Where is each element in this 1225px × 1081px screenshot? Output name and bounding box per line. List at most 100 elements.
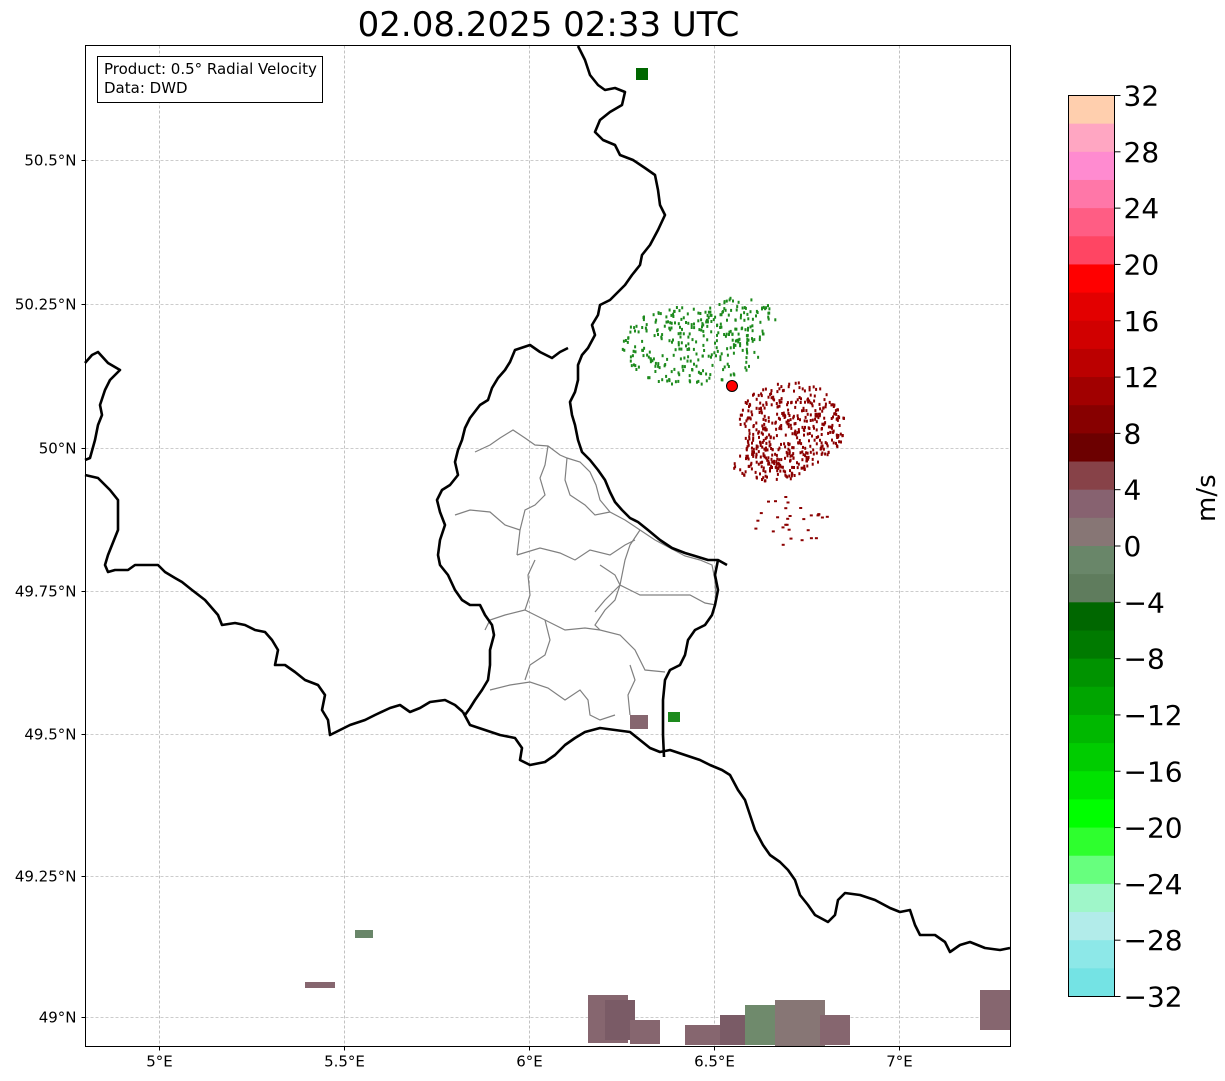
echo-pixel [815, 420, 818, 424]
echo-pixel [750, 467, 753, 471]
echo-pixel [759, 455, 762, 459]
echo-pixel [715, 339, 718, 343]
echo-pixel [753, 450, 755, 454]
echo-pixel [788, 442, 791, 446]
echo-pixel [804, 415, 807, 419]
echo-pixel [749, 463, 752, 467]
echo-pixel [678, 373, 681, 377]
echo-pixel [813, 394, 816, 398]
echo-pixel [654, 320, 657, 324]
echo-pixel [775, 477, 778, 481]
echo-pixel [763, 422, 766, 426]
echo-pixel [809, 537, 813, 540]
echo-pixel [780, 385, 783, 389]
echo-pixel [741, 413, 743, 417]
echo-pixel [762, 417, 765, 421]
echo-pixel [788, 515, 792, 517]
echo-pixel [770, 396, 773, 400]
echo-pixel [820, 441, 823, 445]
echo-pixel [783, 416, 786, 419]
echo-pixel [761, 460, 764, 464]
echo-pixel [679, 357, 682, 361]
echo-pixel [762, 427, 765, 431]
echo-pixel [764, 426, 767, 430]
echo-pixel [809, 444, 812, 448]
echo-pixel [778, 387, 781, 391]
colorbar-tick-label: −12 [1124, 699, 1183, 732]
echo-pixel [786, 517, 790, 520]
echo-pixel [822, 423, 825, 427]
echo-pixel [700, 382, 703, 386]
echo-pixel [811, 457, 814, 461]
echo-pixel [780, 442, 782, 446]
echo-pixel [739, 423, 742, 426]
echo-pixel [770, 389, 773, 393]
echo-pixel [766, 475, 768, 479]
echo-pixel [798, 439, 801, 442]
echo-pixel [765, 401, 768, 405]
echo-pixel [744, 366, 747, 370]
echo-pixel [775, 466, 778, 470]
echo-pixel [793, 466, 795, 469]
echo-pixel [737, 332, 740, 336]
echo-pixel [629, 355, 632, 359]
echo-pixel [675, 306, 678, 309]
echo-pixel [817, 412, 820, 416]
echo-pixel [671, 340, 673, 344]
echo-pixel [634, 345, 637, 349]
echo-pixel [841, 434, 844, 437]
echo-pixel [761, 478, 763, 481]
echo-pixel [740, 327, 743, 331]
echo-patch [980, 990, 1010, 1030]
echo-pixel [664, 363, 667, 366]
echo-pixel [784, 433, 787, 437]
echo-pixel [786, 403, 789, 407]
echo-pixel [789, 458, 792, 462]
echo-pixel [762, 305, 765, 309]
lat-tick-label: 50.5°N [24, 152, 76, 170]
echo-pixel [804, 425, 806, 429]
echo-pixel [755, 406, 758, 410]
echo-pixel [836, 418, 839, 422]
echo-pixel [797, 381, 800, 385]
echo-pixel [629, 330, 632, 334]
echo-pixel [623, 348, 626, 352]
colorbar-segment [1068, 151, 1115, 181]
echo-pixel [787, 419, 790, 423]
echo-pixel [811, 462, 814, 466]
map-area [85, 45, 1011, 1047]
echo-pixel [682, 332, 685, 336]
echo-pixel [831, 403, 834, 407]
echo-pixel [817, 513, 821, 516]
echo-pixel [720, 325, 723, 329]
echo-pixel [702, 369, 704, 373]
echo-pixel [767, 395, 770, 399]
echo-pixel [763, 426, 766, 430]
echo-pixel [663, 324, 666, 328]
echo-pixel [709, 306, 712, 310]
echo-pixel [673, 309, 676, 313]
echo-pixel [781, 389, 784, 393]
colorbar-segment [1068, 771, 1115, 800]
echo-pixel [838, 440, 841, 444]
echo-pixel [669, 328, 672, 332]
echo-pixel [690, 323, 693, 327]
echo-pixel [801, 458, 804, 462]
latitude-labels: 50.5°N 50.25°N 50°N 49.75°N 49.5°N 49.25°N 49°… [15, 152, 86, 1027]
echo-pixel [770, 447, 773, 450]
echo-pixel [761, 424, 764, 428]
echo-pixel [760, 409, 763, 413]
echo-pixel [745, 360, 748, 364]
echo-pixel [756, 445, 759, 449]
echo-pixel [648, 350, 651, 354]
echo-pixel [748, 364, 750, 368]
echo-pixel [729, 296, 732, 300]
echo-pixel [746, 342, 749, 346]
echo-pixel [780, 465, 783, 469]
echo-pixel [751, 452, 754, 456]
echo-pixel [775, 434, 778, 438]
echo-pixel [775, 462, 778, 466]
echo-pixel [764, 387, 767, 391]
echo-pixel [739, 344, 742, 348]
